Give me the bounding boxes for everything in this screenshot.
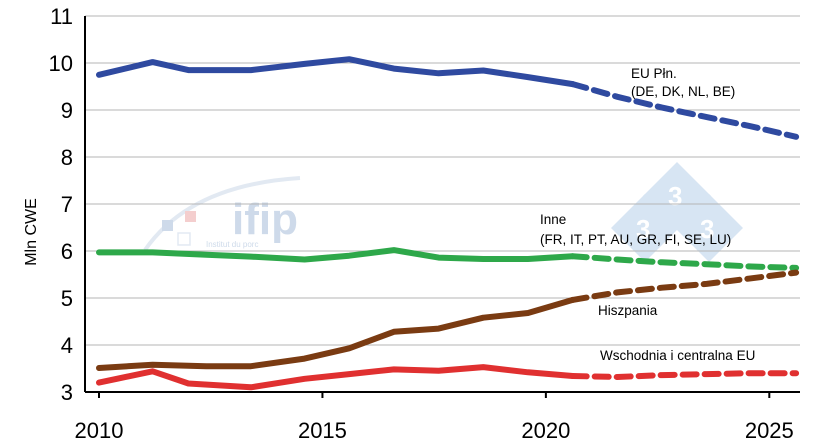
series-line-2 [96,296,576,371]
watermark-square-blue [162,220,173,231]
series-label-eu-pln: EU Płn. [631,66,677,81]
watermark-diamond-3 [675,194,743,262]
y-tick-label: 10 [49,51,73,76]
series-label-eu-pln-countries: (DE, DK, NL, BE) [631,84,735,99]
y-tick-label: 8 [61,145,73,170]
series-label-inne: Inne [540,212,566,227]
x-tick-label: 2010 [75,418,124,443]
watermark-digit-1: 3 [636,214,650,244]
series-projection-1 [569,253,800,271]
watermark-tagline: Institut du porc [206,240,258,249]
watermark-square-outline [177,232,191,246]
series-label-wschodnia: Wschodnia i centralna EU [600,348,755,363]
series-line-1 [96,247,576,263]
x-tick-label: 2015 [298,418,347,443]
x-tick-label: 2025 [745,418,794,443]
y-tick-label: 9 [61,98,73,123]
series-projection-2 [569,269,800,303]
series-label-inne-countries: (FR, IT, PT, AU, GR, FI, SE, LU) [540,232,731,247]
series-layer [96,56,800,391]
grid [85,15,800,346]
y-axis-label: Mln CWE [23,198,40,266]
series-projection-0 [569,81,800,140]
series-line-0 [96,56,576,88]
y-tick-label: 6 [61,239,73,264]
series-label-hiszpania: Hiszpania [598,303,658,318]
labels-layer: Mln CWE EU Płn. (DE, DK, NL, BE) Inne (F… [23,66,755,363]
y-tick-label: 4 [61,333,73,358]
watermark-digit-3: 3 [700,214,714,244]
axes: 3 4 5 6 7 8 9 10 11 2010 2015 2020 2025 [49,4,800,443]
y-tick-label: 11 [50,4,73,29]
watermark-brand: ifip [232,195,298,244]
ifip-watermark: ifip Institut du porc 3 3 3 [143,162,743,262]
x-tick-label: 2020 [521,418,570,443]
watermark-digit-2: 3 [668,181,682,211]
series-line-3 [96,364,576,391]
watermark-square-red [185,211,196,222]
watermark-arc [143,176,301,252]
y-tick-label: 5 [61,286,73,311]
series-projection-3 [569,370,800,381]
y-tick-label: 7 [61,192,73,217]
y-tick-label: 3 [61,380,73,405]
